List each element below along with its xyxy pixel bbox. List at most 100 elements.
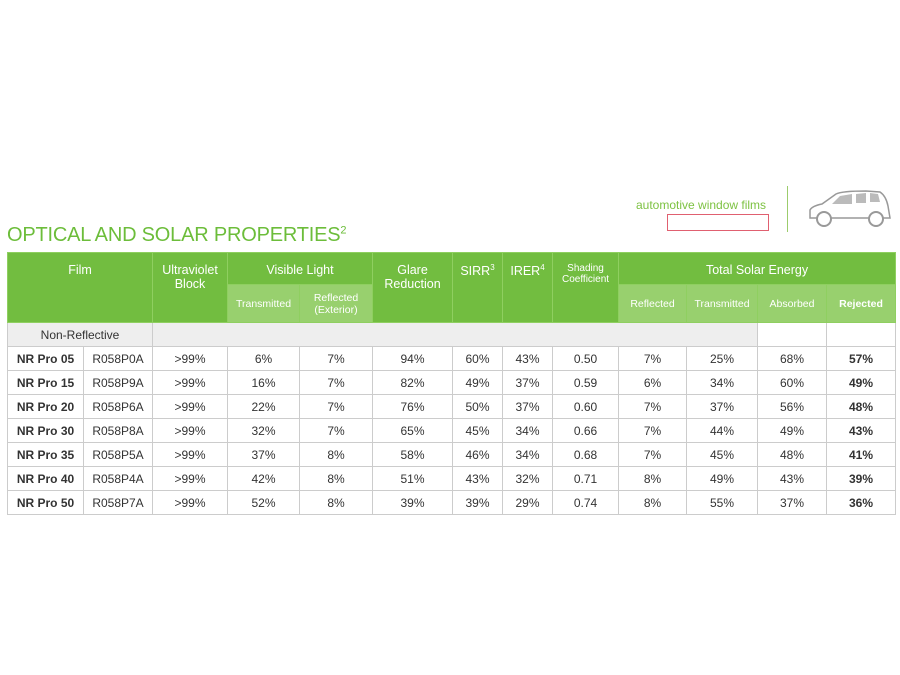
table-cell: 8% [618, 490, 688, 515]
table-row: NR Pro 20 R058P6A >99% 22% 7% 76% 50% 37% 0.60 7%… [7, 394, 897, 419]
header-glare: Glare Reduction [372, 252, 454, 323]
table-row: NR Pro 50 R058P7A >99% 52% 8% 39% 39% 29% 0.74 8%… [7, 490, 897, 515]
table-cell: 46% [452, 442, 504, 467]
table-cell: 68% [757, 346, 828, 371]
table-cell: 39% [452, 490, 504, 515]
empty-cell [757, 322, 828, 347]
table-cell: 7% [618, 394, 688, 419]
table-cell: R058P5A [82, 442, 154, 467]
table-cell: NR Pro 20 [7, 394, 84, 419]
header-tse: Total Solar Energy [618, 252, 897, 285]
table-cell: 37% [502, 394, 554, 419]
table-row: NR Pro 30 R058P8A >99% 32% 7% 65% 45% 34% 0.66 7%… [7, 418, 897, 443]
table-cell: 7% [618, 346, 688, 371]
table-cell: 8% [299, 490, 374, 515]
table-cell: NR Pro 05 [7, 346, 84, 371]
table-cell: 7% [618, 418, 688, 443]
header-film: Film [6, 252, 154, 323]
table-cell: >99% [152, 466, 229, 491]
table-cell: 43% [757, 466, 828, 491]
table-cell: 49% [826, 370, 897, 395]
empty-cell [826, 322, 897, 347]
properties-table: Film Ultraviolet Block Visible Light Gla… [6, 252, 897, 515]
table-cell: 6% [227, 346, 301, 371]
table-cell: 48% [757, 442, 828, 467]
header-shading: Shading Coefficient [552, 252, 620, 323]
table-cell: 56% [757, 394, 828, 419]
header-tse-refl: Reflected [618, 284, 688, 323]
table-cell: 50% [452, 394, 504, 419]
table-cell: 32% [502, 466, 554, 491]
table-cell: 39% [826, 466, 897, 491]
table-cell: 60% [452, 346, 504, 371]
table-cell: 43% [826, 418, 897, 443]
table-cell: 29% [502, 490, 554, 515]
table-cell: 34% [502, 418, 554, 443]
table-cell: 45% [452, 418, 504, 443]
table-cell: 0.74 [552, 490, 620, 515]
table-cell: 41% [826, 442, 897, 467]
brand-label: automotive window films [636, 198, 767, 212]
section-fill [152, 322, 759, 347]
table-cell: 0.59 [552, 370, 620, 395]
table-cell: NR Pro 50 [7, 490, 84, 515]
header-vis-trans: Transmitted [227, 284, 301, 323]
table-cell: 44% [686, 418, 759, 443]
table-cell: 8% [299, 442, 374, 467]
table-cell: 36% [826, 490, 897, 515]
table-cell: R058P8A [82, 418, 154, 443]
table-cell: >99% [152, 442, 229, 467]
table-cell: 37% [502, 370, 554, 395]
table-cell: >99% [152, 418, 229, 443]
table-cell: 94% [372, 346, 454, 371]
table-cell: 8% [618, 466, 688, 491]
table-cell: 7% [299, 418, 374, 443]
table-row: NR Pro 40 R058P4A >99% 42% 8% 51% 43% 32% 0.71 8%… [7, 466, 897, 491]
table-cell: >99% [152, 370, 229, 395]
table-cell: 60% [757, 370, 828, 395]
header-irer: IRER4 [502, 252, 554, 323]
table-cell: 49% [452, 370, 504, 395]
table-cell: 49% [757, 418, 828, 443]
table-cell: 0.50 [552, 346, 620, 371]
table-cell: 55% [686, 490, 759, 515]
table-cell: 7% [299, 370, 374, 395]
table-cell: NR Pro 40 [7, 466, 84, 491]
page-title: OPTICAL AND SOLAR PROPERTIES2 [7, 224, 347, 246]
table-cell: 45% [686, 442, 759, 467]
table-cell: 42% [227, 466, 301, 491]
table-cell: >99% [152, 394, 229, 419]
table-cell: NR Pro 35 [7, 442, 84, 467]
table-cell: 7% [618, 442, 688, 467]
table-cell: R058P7A [82, 490, 154, 515]
header-uv: Ultraviolet Block [152, 252, 229, 323]
table-row: NR Pro 35 R058P5A >99% 37% 8% 58% 46% 34% 0.68 7%… [7, 442, 897, 467]
table-cell: 6% [618, 370, 688, 395]
table-cell: 58% [372, 442, 454, 467]
table-cell: 37% [227, 442, 301, 467]
divider [787, 186, 788, 232]
table-cell: NR Pro 30 [7, 418, 84, 443]
table-cell: 43% [452, 466, 504, 491]
table-cell: >99% [152, 346, 229, 371]
header-tse-abs: Absorbed [757, 284, 828, 323]
table-cell: 25% [686, 346, 759, 371]
header-tse-trans: Transmitted [686, 284, 759, 323]
table-cell: 43% [502, 346, 554, 371]
header-sirr: SIRR3 [452, 252, 504, 323]
table-cell: R058P4A [82, 466, 154, 491]
table-cell: 34% [502, 442, 554, 467]
table-cell: >99% [152, 490, 229, 515]
table-cell: 34% [686, 370, 759, 395]
table-cell: 52% [227, 490, 301, 515]
table-cell: 0.71 [552, 466, 620, 491]
table-row: NR Pro 05 R058P0A >99% 6% 7% 94% 60% 43% 0.50 7% 2… [7, 346, 897, 371]
table-cell: R058P0A [82, 346, 154, 371]
table-cell: 7% [299, 394, 374, 419]
table-cell: 82% [372, 370, 454, 395]
table-cell: 8% [299, 466, 374, 491]
table-cell: 65% [372, 418, 454, 443]
table-cell: NR Pro 15 [7, 370, 84, 395]
car-icon [809, 190, 891, 227]
header-visible: Visible Light [227, 252, 374, 285]
